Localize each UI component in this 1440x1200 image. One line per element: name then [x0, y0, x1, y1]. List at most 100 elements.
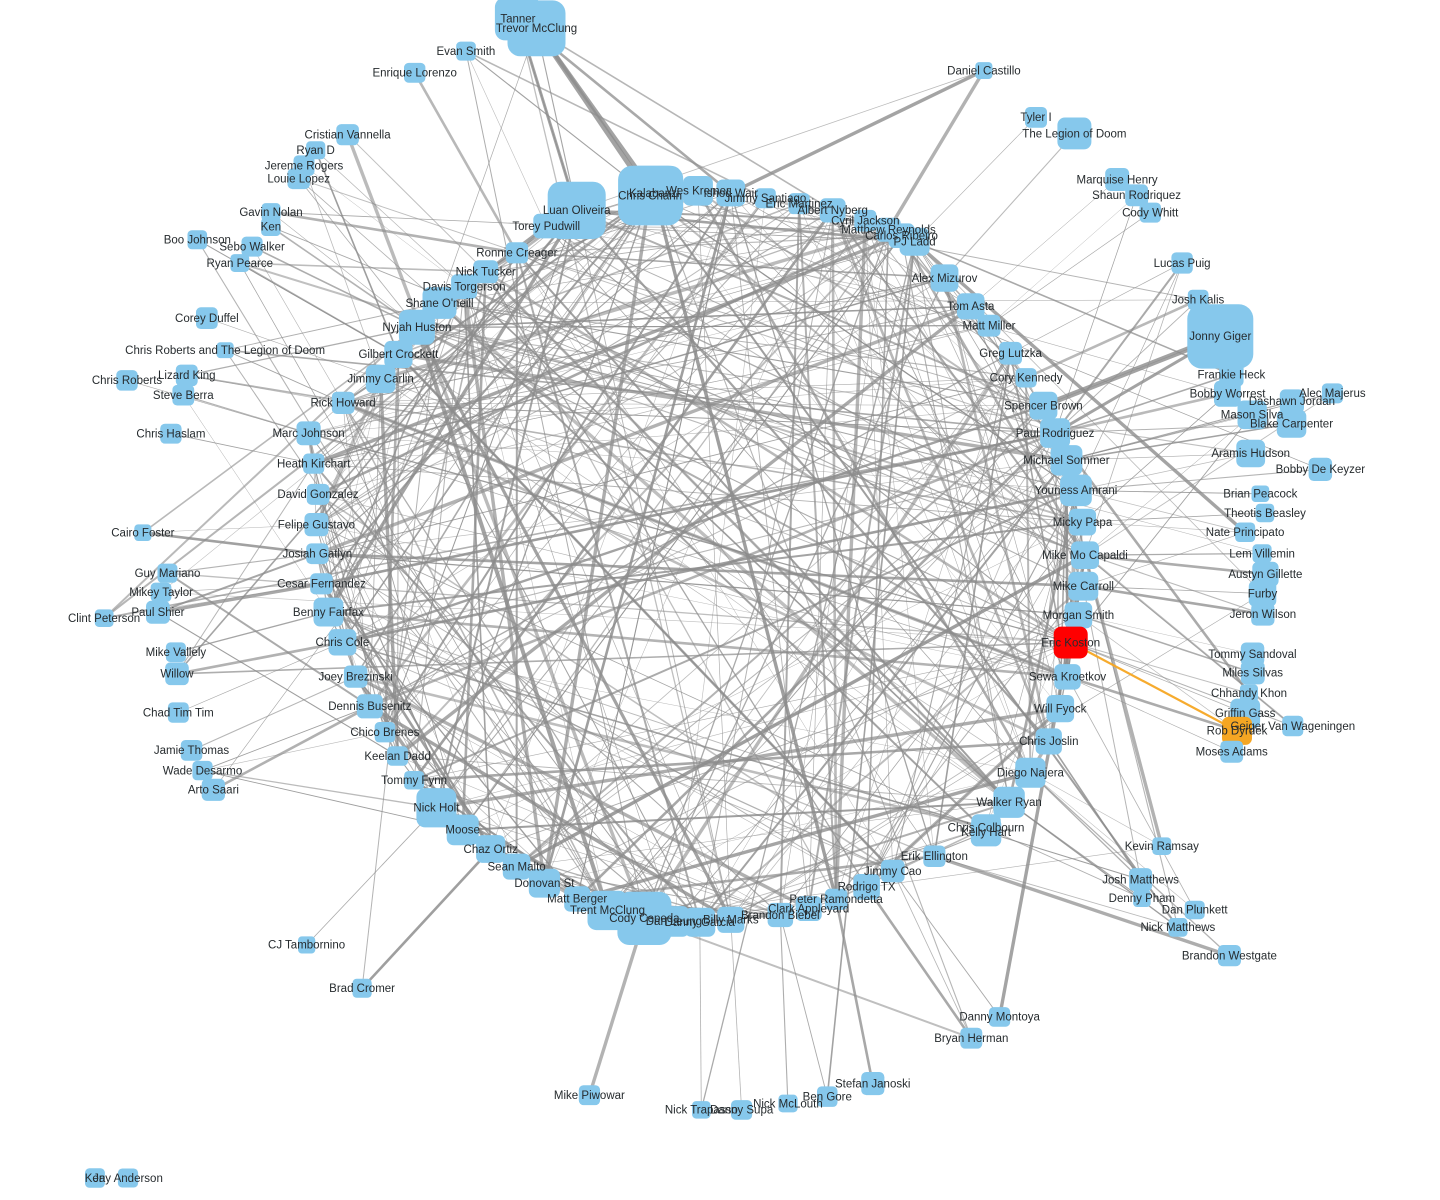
svg-text:Felipe Gustavo: Felipe Gustavo — [278, 520, 355, 532]
svg-text:Jamie Thomas: Jamie Thomas — [154, 745, 229, 757]
svg-text:Will Fyock: Will Fyock — [1034, 704, 1087, 716]
svg-text:Moose: Moose — [445, 825, 480, 837]
svg-text:Lucas Puig: Lucas Puig — [1154, 258, 1211, 270]
svg-text:Walker Ryan: Walker Ryan — [976, 797, 1041, 809]
svg-text:Jereme Rogers: Jereme Rogers — [265, 161, 344, 173]
svg-text:David Gonzalez: David Gonzalez — [277, 489, 358, 501]
svg-text:Jay Anderson: Jay Anderson — [93, 1173, 163, 1185]
svg-text:Danny Montoya: Danny Montoya — [959, 1012, 1040, 1024]
svg-text:Gilbert Crockett: Gilbert Crockett — [358, 349, 439, 361]
svg-text:Jonny Giger: Jonny Giger — [1189, 331, 1251, 343]
svg-text:Tom Asta: Tom Asta — [947, 301, 995, 313]
svg-text:Josh Matthews: Josh Matthews — [1102, 874, 1179, 886]
svg-text:Lizard King: Lizard King — [158, 370, 216, 382]
svg-text:Tommy Fynn: Tommy Fynn — [381, 775, 447, 787]
svg-text:Marc Johnson: Marc Johnson — [272, 428, 344, 440]
svg-text:Donovan St: Donovan St — [514, 878, 575, 890]
svg-text:Bryan Herman: Bryan Herman — [934, 1033, 1008, 1045]
svg-text:Furby: Furby — [1248, 588, 1278, 600]
svg-text:Matt Berger: Matt Berger — [547, 894, 607, 906]
svg-text:Chad Tim Tim: Chad Tim Tim — [143, 707, 214, 719]
svg-text:Cory Kennedy: Cory Kennedy — [990, 373, 1063, 385]
svg-text:Alex Mizurov: Alex Mizurov — [912, 273, 978, 285]
svg-text:Frankie Heck: Frankie Heck — [1198, 369, 1266, 381]
svg-text:Cesar Fernandez: Cesar Fernandez — [277, 579, 366, 591]
svg-text:Wade Desarmo: Wade Desarmo — [163, 765, 242, 777]
svg-text:Greg Lutzka: Greg Lutzka — [979, 348, 1042, 360]
svg-text:Kelly Hart: Kelly Hart — [961, 827, 1012, 839]
svg-text:Griffin Gass: Griffin Gass — [1215, 708, 1276, 720]
svg-text:Corey Duffel: Corey Duffel — [175, 313, 239, 325]
svg-text:Eric Koston: Eric Koston — [1041, 637, 1100, 649]
svg-text:Shaun Rodriquez: Shaun Rodriquez — [1092, 190, 1181, 202]
svg-text:Stefan Janoski: Stefan Janoski — [835, 1078, 910, 1090]
svg-text:Lem Villemin: Lem Villemin — [1229, 548, 1295, 560]
svg-text:Kevin Ramsay: Kevin Ramsay — [1125, 841, 1199, 853]
svg-text:Nick Trapasso: Nick Trapasso — [665, 1105, 738, 1117]
svg-text:Sewa Kroetkov: Sewa Kroetkov — [1029, 672, 1107, 684]
svg-text:Chris Roberts and The Legion o: Chris Roberts and The Legion of Doom — [125, 345, 325, 357]
svg-text:Mike Carroll: Mike Carroll — [1053, 581, 1114, 593]
svg-text:Theotis Beasley: Theotis Beasley — [1224, 508, 1306, 520]
svg-text:Austyn Gillette: Austyn Gillette — [1228, 569, 1302, 581]
svg-text:Cristian Vannella: Cristian Vannella — [305, 130, 392, 142]
svg-text:Clint Peterson: Clint Peterson — [68, 613, 140, 625]
svg-text:Ryan Pearce: Ryan Pearce — [207, 258, 273, 270]
svg-text:Tyler I: Tyler I — [1020, 112, 1051, 124]
svg-text:Mike Piwowar: Mike Piwowar — [554, 1090, 625, 1102]
svg-text:Chris Cole: Chris Cole — [316, 637, 370, 649]
svg-text:Torey Pudwill: Torey Pudwill — [512, 221, 580, 233]
svg-text:Chico Brenes: Chico Brenes — [350, 727, 419, 739]
svg-text:Morgan Smith: Morgan Smith — [1043, 610, 1115, 622]
svg-text:Nate Principato: Nate Principato — [1206, 527, 1285, 539]
svg-text:Mikey Taylor: Mikey Taylor — [129, 587, 193, 599]
svg-text:Trevor McClung: Trevor McClung — [496, 23, 577, 35]
svg-text:Nyjah Huston: Nyjah Huston — [382, 322, 451, 334]
svg-text:Dennis Busenitz: Dennis Busenitz — [328, 701, 411, 713]
svg-text:Paul Rodriguez: Paul Rodriguez — [1016, 428, 1095, 440]
svg-text:Willow: Willow — [160, 669, 194, 681]
svg-text:Spencer Brown: Spencer Brown — [1004, 401, 1083, 413]
svg-text:CJ Tambornino: CJ Tambornino — [268, 940, 345, 952]
svg-text:Marquise Henry: Marquise Henry — [1077, 174, 1158, 186]
svg-text:Micky Papa: Micky Papa — [1053, 517, 1113, 529]
svg-text:Cairo Foster: Cairo Foster — [111, 528, 174, 540]
svg-text:The Legion of Doom: The Legion of Doom — [1022, 128, 1126, 140]
svg-text:Chris Roberts: Chris Roberts — [92, 375, 163, 387]
svg-text:Davis Torgerson: Davis Torgerson — [423, 281, 506, 293]
svg-text:Rick Howard: Rick Howard — [311, 398, 376, 410]
svg-text:Aramis Hudson: Aramis Hudson — [1211, 448, 1290, 460]
svg-text:Brian Peacock: Brian Peacock — [1223, 489, 1297, 501]
svg-text:Daniel Castillo: Daniel Castillo — [947, 65, 1021, 77]
svg-text:Ronnie Creager: Ronnie Creager — [476, 248, 557, 260]
svg-text:Boo Johnson: Boo Johnson — [164, 235, 231, 247]
svg-text:Benny Fairfax: Benny Fairfax — [293, 607, 364, 619]
svg-text:Heath Kirchart: Heath Kirchart — [277, 458, 351, 470]
svg-text:Bobby Worrest: Bobby Worrest — [1190, 389, 1267, 401]
svg-text:Gavin Nolan: Gavin Nolan — [239, 207, 302, 219]
svg-text:Moses Adams: Moses Adams — [1196, 747, 1268, 759]
svg-text:Joey Brezinski: Joey Brezinski — [319, 671, 393, 683]
svg-text:Jimmy Carlin: Jimmy Carlin — [347, 374, 413, 386]
svg-text:Chhandy Khon: Chhandy Khon — [1211, 688, 1287, 700]
svg-text:PJ Ladd: PJ Ladd — [893, 237, 935, 249]
svg-text:Sean Malto: Sean Malto — [488, 861, 546, 873]
svg-text:Michael Sommer: Michael Sommer — [1023, 455, 1109, 467]
svg-text:Shane O'neill: Shane O'neill — [405, 298, 473, 310]
svg-text:Luan Oliveira: Luan Oliveira — [543, 205, 611, 217]
svg-text:Rob Dyrdek: Rob Dyrdek — [1207, 726, 1268, 738]
svg-text:Jimmy Cao: Jimmy Cao — [864, 866, 922, 878]
svg-text:Matt Miller: Matt Miller — [962, 320, 1015, 332]
svg-text:Steve Berra: Steve Berra — [153, 390, 214, 402]
svg-text:Nick Tucker: Nick Tucker — [456, 267, 516, 279]
svg-text:Evan Smith: Evan Smith — [436, 46, 495, 58]
svg-text:Denny Pham: Denny Pham — [1109, 893, 1175, 905]
svg-text:Cody Whitt: Cody Whitt — [1122, 207, 1179, 219]
svg-text:Brad Cromer: Brad Cromer — [329, 983, 395, 995]
svg-text:Paul Shier: Paul Shier — [131, 607, 184, 619]
svg-text:Josh Kalis: Josh Kalis — [1172, 295, 1225, 307]
svg-text:Diego Najera: Diego Najera — [997, 768, 1065, 780]
svg-text:Dan Plunkett: Dan Plunkett — [1162, 905, 1229, 917]
svg-text:Chris Joslin: Chris Joslin — [1019, 736, 1078, 748]
svg-text:Youness Amrani: Youness Amrani — [1035, 485, 1118, 497]
